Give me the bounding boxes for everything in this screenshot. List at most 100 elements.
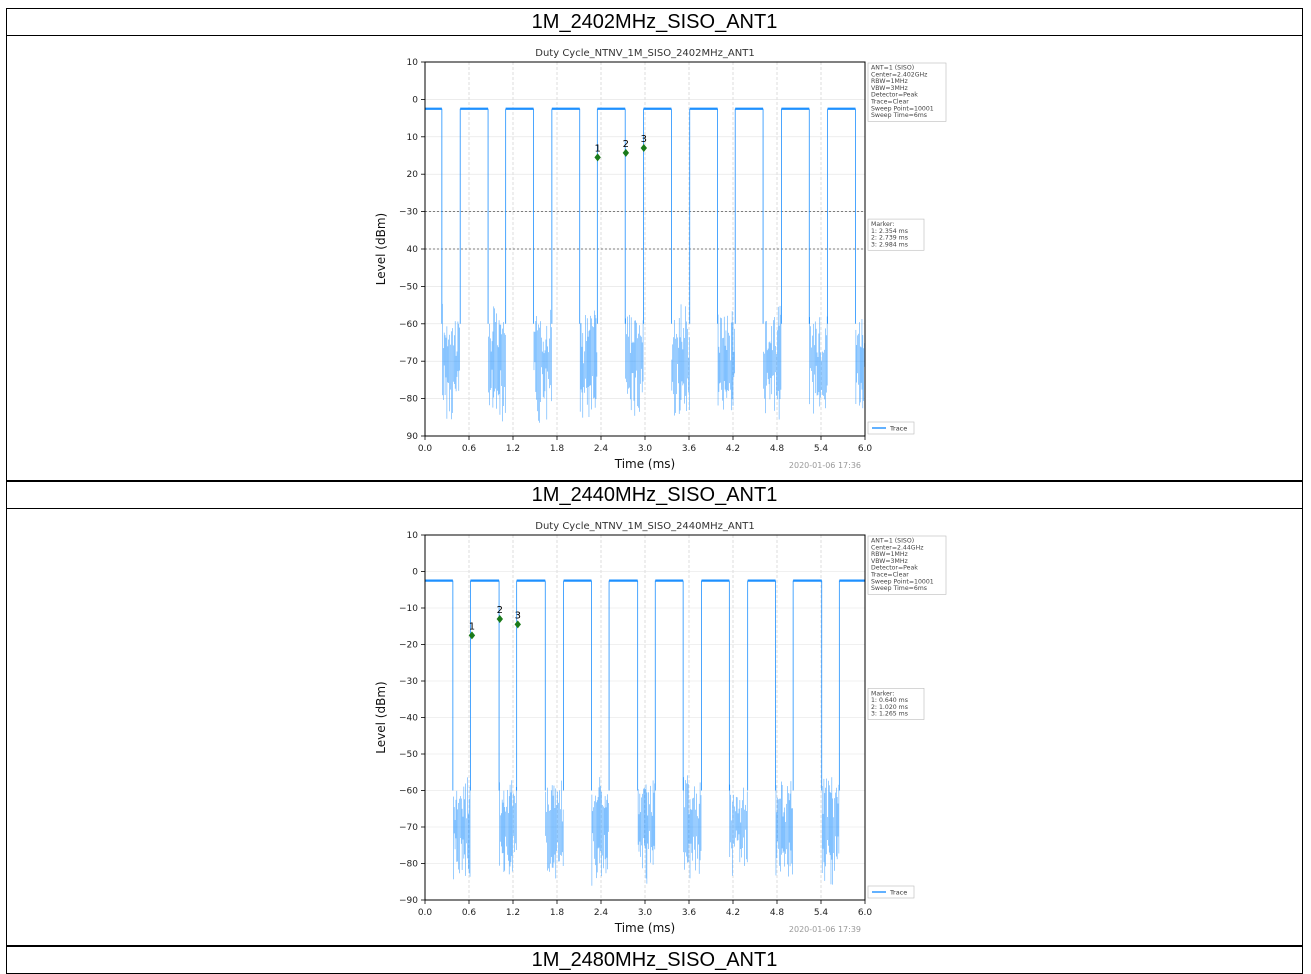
y-tick-label: 10 [407, 133, 419, 143]
info-line: RBW=1MHz [871, 78, 908, 85]
row-title-2480: 1M_2480MHz_SISO_ANT1 [6, 946, 1303, 974]
marker-box [867, 688, 925, 720]
row-body-2440: Duty Cycle_NTNV_1M_SISO_2440MHz_ANT1 0.0 0… [6, 509, 1303, 946]
x-tick-label: 0.0 [418, 908, 433, 918]
info-line: Detector=Peak [871, 565, 918, 572]
info-line: VBW=3MHz [871, 558, 908, 565]
trace-series [425, 107, 856, 324]
legend-label: Trace [889, 425, 907, 433]
row-body-2402: Duty Cycle_NTNV_1M_SISO_2402MHz_ANT1 0.0 0… [6, 36, 1303, 481]
y-tick-label: −40 [399, 714, 418, 724]
info-line: Sweep Time=6ms [871, 112, 927, 119]
marker-point [640, 144, 648, 153]
x-tick-label: 0.6 [462, 444, 477, 454]
info-box [867, 62, 947, 122]
x-tick-label: 5.4 [814, 444, 829, 454]
x-tick-label: 0.6 [462, 908, 477, 918]
x-axis-label: Time (ms) [614, 457, 676, 471]
timestamp: 2020-01-06 17:39 [789, 925, 861, 934]
x-tick-label: 4.8 [770, 444, 785, 454]
y-tick-label: −50 [399, 750, 418, 760]
y-tick-label: −90 [399, 896, 418, 906]
marker-label: 3 [515, 610, 521, 621]
info-line: Center=2.402GHz [871, 71, 927, 78]
y-tick-label: −10 [399, 604, 418, 614]
marker-line: Marker: [871, 690, 894, 697]
info-line: Sweep Time=6ms [871, 585, 927, 592]
chart-svg-2402: Duty Cycle_NTNV_1M_SISO_2402MHz_ANT1 0.0 0… [374, 48, 947, 471]
noise-series [442, 303, 865, 423]
x-tick-label: 3.6 [682, 908, 697, 918]
marker-line: Marker: [871, 221, 894, 228]
marker-box [867, 218, 925, 251]
y-axis-label: Level (dBm) [374, 213, 388, 285]
y-tick-label: −70 [399, 823, 418, 833]
x-tick-label: 2.4 [594, 444, 609, 454]
info-line: Sweep Point=10001 [871, 105, 934, 112]
x-tick-label: 1.8 [550, 444, 565, 454]
info-box [867, 535, 947, 595]
y-tick-label: −30 [399, 677, 418, 687]
chart-2440: Duty Cycle_NTNV_1M_SISO_2440MHz_ANT1 0.0 0… [369, 517, 949, 937]
y-axis-label: Level (dBm) [374, 681, 388, 753]
x-tick-label: 1.2 [506, 444, 520, 454]
y-tick-label: −20 [399, 641, 418, 651]
x-tick-label: 6.0 [858, 908, 873, 918]
info-line: VBW=3MHz [871, 85, 908, 92]
y-tick-label: 0 [412, 568, 418, 578]
marker-line: 3: 1.265 ms [871, 711, 908, 718]
marker-label: 1 [469, 621, 475, 632]
y-tick-label: −60 [399, 787, 418, 797]
chart-title: Duty Cycle_NTNV_1M_SISO_2440MHz_ANT1 [535, 521, 754, 532]
marker-label: 2 [623, 139, 629, 150]
marker-line: 1: 2.354 ms [871, 228, 908, 235]
y-tick-label: 10 [407, 531, 419, 541]
info-line: RBW=1MHz [871, 551, 908, 558]
legend-box [867, 885, 915, 899]
x-axis-label: Time (ms) [614, 921, 676, 935]
y-tick-label: −30 [399, 208, 418, 218]
y-tick-label: 0 [412, 95, 418, 105]
marker-label: 2 [497, 605, 503, 616]
marker-label: 3 [641, 134, 647, 145]
noise-series [453, 775, 840, 886]
y-tick-label: −70 [399, 357, 418, 367]
marker-point [514, 620, 521, 629]
info-line: Center=2.44GHz [871, 544, 923, 551]
x-tick-label: 1.2 [506, 908, 520, 918]
x-tick-label: 4.2 [726, 444, 740, 454]
legend-box [867, 421, 915, 435]
row-title-2402: 1M_2402MHz_SISO_ANT1 [6, 8, 1303, 36]
info-line: ANT=1 (SISO) [871, 65, 914, 72]
y-tick-label: −80 [399, 860, 418, 870]
timestamp: 2020-01-06 17:36 [789, 461, 861, 470]
info-line: Trace=Clear [870, 572, 909, 579]
marker-label: 1 [594, 143, 600, 154]
y-tick-label: 10 [407, 58, 419, 68]
x-tick-label: 6.0 [858, 444, 873, 454]
marker-line: 3: 2.984 ms [871, 241, 908, 248]
y-tick-label: −60 [399, 320, 418, 330]
marker-point [594, 153, 601, 162]
y-tick-label: 20 [407, 170, 419, 180]
chart-svg-2440: Duty Cycle_NTNV_1M_SISO_2440MHz_ANT1 0.0 0… [374, 521, 947, 935]
trace-series [425, 579, 865, 791]
info-line: Trace=Clear [870, 99, 909, 106]
x-tick-label: 0.0 [418, 444, 433, 454]
x-tick-label: 4.2 [726, 908, 740, 918]
chart-2402: Duty Cycle_NTNV_1M_SISO_2402MHz_ANT1 0.0 0… [369, 44, 949, 474]
y-tick-label: −80 [399, 395, 418, 405]
info-line: Detector=Peak [871, 92, 918, 99]
x-tick-label: 4.8 [770, 908, 785, 918]
info-line: Sweep Point=10001 [871, 578, 934, 585]
marker-point [468, 631, 476, 640]
marker-point [496, 614, 503, 623]
legend-label: Trace [889, 889, 907, 897]
x-tick-label: 3.6 [682, 444, 697, 454]
marker-line: 2: 1.020 ms [871, 704, 908, 711]
x-tick-label: 1.8 [550, 908, 565, 918]
row-title-2440: 1M_2440MHz_SISO_ANT1 [6, 481, 1303, 509]
x-tick-label: 3.0 [638, 444, 653, 454]
info-line: ANT=1 (SISO) [871, 538, 914, 545]
y-tick-label: −50 [399, 282, 418, 292]
